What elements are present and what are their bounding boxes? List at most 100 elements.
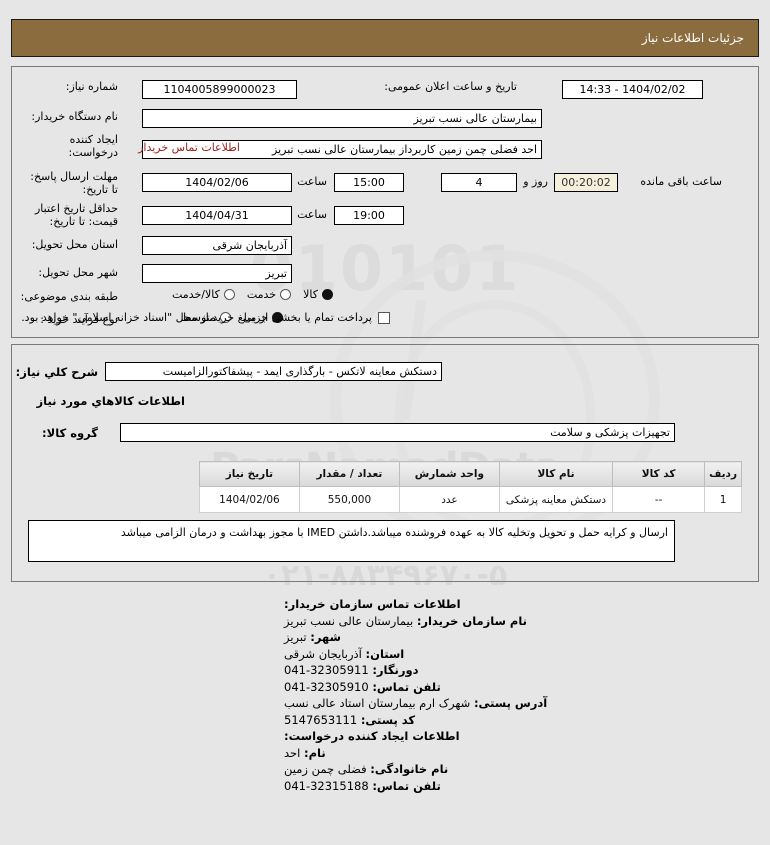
deadline-hour-label-wrap: ساعت — [297, 175, 327, 188]
contact-key: آدرس پستی: — [473, 696, 548, 710]
validity-label-line-1: حداقل تاریخ اعتبار — [34, 202, 118, 215]
goods-table: ردیف کد کالا نام کالا واحد شمارش تعداد /… — [198, 461, 742, 513]
contact-key: دورنگار: — [372, 663, 419, 677]
col-name: نام کالا — [498, 461, 614, 487]
contact-line: شهر: تبریز — [284, 629, 770, 646]
process-radio-0[interactable] — [272, 312, 283, 323]
creator-contact-line: نام خانوادگی: فضلی چمن زمین — [284, 761, 770, 778]
process-option-label-1: متوسط — [181, 311, 216, 324]
summary-label: شرح کلي نياز: — [15, 365, 98, 379]
province-field[interactable]: آذربایجان شرقی — [142, 236, 292, 255]
contact-value: شهرک ارم بیمارستان استاد عالی نسب — [284, 696, 471, 710]
group-label-wrap: گروه کالا: — [42, 426, 98, 440]
category-option-label-0: کالا — [303, 288, 318, 301]
validity-date-field[interactable]: 1404/04/31 — [142, 206, 292, 225]
contact-value: بیمارستان عالی نسب تبریز — [284, 613, 414, 628]
remaining-days-label: روز و — [523, 175, 548, 188]
creator-value: احد — [284, 745, 301, 760]
deadline-label-wrap: مهلت ارسال پاسخ: تا تاریخ: — [30, 170, 118, 196]
summary-field[interactable]: دستکش معاینه لاتکس - بارگذاری ایمد - پیش… — [105, 362, 442, 381]
table-header-row: ردیف کد کالا نام کالا واحد شمارش تعداد /… — [198, 461, 742, 487]
category-radio-2[interactable] — [223, 289, 235, 300]
city-label-wrap: شهر محل تحویل: — [38, 266, 118, 279]
contact-value: 32305910-041 — [284, 679, 369, 694]
remaining-label-wrap: ساعت باقی مانده — [640, 175, 722, 188]
process-radio-group: جزیی متوسط — [181, 311, 283, 324]
goods-group-label: گروه کالا: — [42, 426, 98, 440]
province-label: استان محل تحویل: — [31, 238, 118, 251]
contact-key: استان: — [365, 646, 405, 661]
contact-key: شهر: — [310, 630, 341, 644]
public-announce-label: تاریخ و ساعت اعلان عمومی: — [384, 80, 517, 93]
page-title: جزئیات اطلاعات نیاز — [641, 31, 744, 45]
cell-qty: 550,000 — [298, 486, 400, 513]
goods-info-panel — [11, 344, 759, 582]
days-label-wrap: روز و — [523, 175, 548, 188]
category-label: طبقه بندی موضوعی: — [20, 290, 118, 303]
creator-contact-line: تلفن تماس: 32315188-041 — [284, 778, 770, 795]
contact-line: دورنگار: 32305911-041 — [284, 662, 770, 679]
validity-hour-label-wrap: ساعت — [297, 208, 327, 221]
cell-code: -- — [612, 486, 706, 513]
contact-line: نام سازمان خریدار: بیمارستان عالی نسب تب… — [284, 613, 770, 630]
need-number-field[interactable]: 1104005899000023 — [142, 80, 297, 99]
process-option-label-0: جزیی — [242, 311, 268, 324]
cell-unit: عدد — [398, 486, 500, 513]
need-info-panel — [11, 66, 759, 338]
creator-label-line-2: درخواست: — [68, 146, 118, 159]
contact-value: 5147653111 — [284, 712, 358, 727]
col-date: تاریخ نیاز — [198, 461, 300, 487]
cell-name: دستکش معاینه پزشکی — [498, 486, 614, 513]
creator-field[interactable]: احد فضلی چمن زمین کاربرداز بیمارستان عال… — [142, 140, 542, 159]
table-row: 1 -- دستکش معاینه پزشکی عدد 550,000 1404… — [198, 486, 742, 513]
category-option-label-2: کالا/خدمت — [172, 288, 220, 301]
public-announce-field[interactable]: 1404/02/02 - 14:33 — [562, 80, 703, 99]
category-label-wrap: طبقه بندی موضوعی: — [21, 290, 118, 303]
process-radio-1[interactable] — [219, 312, 231, 323]
contact-line: کد پستی: 5147653111 — [284, 712, 770, 729]
validity-label-line-2: قیمت: تا تاریخ: — [49, 215, 118, 228]
remaining-days-field[interactable]: 4 — [441, 173, 517, 192]
contact-key: کد پستی: — [360, 712, 416, 727]
category-radio-1[interactable] — [280, 289, 292, 300]
need-number-label: شماره نیاز: — [65, 80, 118, 93]
contact-title: اطلاعات تماس سازمان خریدار: — [284, 597, 461, 611]
col-radif: ردیف — [704, 461, 742, 487]
creator-contact-line: نام: احد — [284, 745, 770, 762]
buyer-org-field[interactable]: بیمارستان عالی نسب تبریز — [142, 109, 542, 128]
treasury-checkbox-label: پرداخت تمام یا بخشی از مبلغ خرید،از محل … — [21, 311, 372, 324]
buyer-notes-field[interactable]: ارسال و کرایه حمل و تحویل وتخلیه کالا به… — [28, 520, 675, 562]
buyer-org-label-wrap: نام دستگاه خریدار: — [31, 110, 118, 123]
contact-key: نام سازمان خریدار: — [416, 613, 527, 628]
buyer-contact-link[interactable]: اطلاعات تماس خریدار — [138, 141, 240, 154]
goods-info-title-wrap: اطلاعات کالاهاي مورد نياز — [37, 394, 185, 408]
summary-label-wrap: شرح کلي نياز: — [16, 365, 98, 379]
creator-label-line-1: ایجاد کننده — [69, 133, 118, 146]
city-field[interactable]: تبریز — [142, 264, 292, 283]
validity-hour-field[interactable]: 19:00 — [334, 206, 404, 225]
contact-line: آدرس پستی: شهرک ارم بیمارستان استاد عالی… — [284, 695, 770, 712]
validity-label-wrap: حداقل تاریخ اعتبار قیمت: تا تاریخ: — [35, 202, 118, 228]
treasury-checkbox[interactable] — [378, 311, 390, 324]
col-qty: تعداد / مقدار — [298, 461, 400, 487]
buyer-contact-link-wrap: اطلاعات تماس خریدار — [138, 141, 240, 154]
creator-contact-title: اطلاعات ایجاد کننده درخواست: — [284, 729, 460, 743]
cell-radif: 1 — [704, 486, 742, 513]
category-radio-0[interactable] — [322, 289, 333, 300]
header-bar: جزئیات اطلاعات نیاز — [11, 19, 759, 57]
contact-key: تلفن تماس: — [372, 679, 441, 694]
creator-key: نام: — [304, 745, 326, 760]
treasury-checkbox-wrap: پرداخت تمام یا بخشی از مبلغ خرید،از محل … — [21, 311, 390, 324]
process-label-wrap: نوع فرآیند خرید : — [40, 313, 118, 326]
deadline-hour-field[interactable]: 15:00 — [334, 173, 404, 192]
category-option-label-1: خدمت — [246, 288, 277, 301]
countdown-timer-field: 00:20:02 — [554, 173, 618, 192]
creator-value: فضلی چمن زمین — [284, 762, 367, 776]
creator-label-wrap: ایجاد کننده درخواست: — [69, 133, 118, 159]
deadline-label-line-1: مهلت ارسال پاسخ: — [30, 170, 118, 183]
deadline-date-field[interactable]: 1404/02/06 — [142, 173, 292, 192]
category-radio-group: کالا خدمت کالا/خدمت — [172, 288, 333, 301]
goods-info-title: اطلاعات کالاهاي مورد نياز — [36, 394, 185, 408]
goods-group-field[interactable]: تجهیزات پزشکی و سلامت — [120, 423, 675, 442]
